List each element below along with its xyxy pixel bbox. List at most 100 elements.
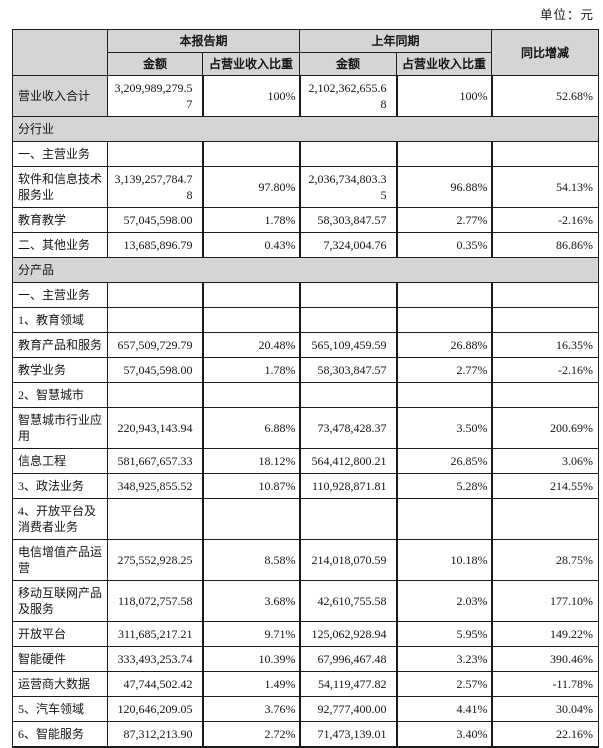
pct-cell: 2.57% <box>395 671 493 697</box>
amount-cell <box>298 307 398 333</box>
pct-cell: 97.80% <box>201 166 301 208</box>
pct-cell <box>201 307 301 333</box>
pct-cell: 8.58% <box>201 539 301 581</box>
pct-cell: 5.28% <box>395 473 493 499</box>
yoy-cell: 149.22% <box>490 621 600 647</box>
pct-cell: 1.78% <box>201 357 301 383</box>
amount-cell: 57,045,598.00 <box>107 357 203 383</box>
row-label: 5、汽车领域 <box>12 696 108 722</box>
pct-cell: 3.50% <box>395 407 493 449</box>
corner-cell <box>12 29 108 76</box>
pct-cell: 3.68% <box>201 580 301 622</box>
table-row: 2、智慧城市 <box>12 382 600 408</box>
amount-cell <box>107 141 203 167</box>
amount-cell: 581,667,657.33 <box>107 448 203 474</box>
table-row: 教学业务 57,045,598.00 1.78% 58,303,847.57 2.77%… <box>12 357 600 383</box>
table-row: 一、主营业务 <box>12 282 600 308</box>
row-label: 软件和信息技术服务业 <box>12 166 108 208</box>
pct-cell: 2.77% <box>395 207 493 233</box>
amount-cell: 118,072,757.58 <box>107 580 203 622</box>
table-row: 营业收入合计 3,209,989,279.57 100% 2,102,362,655.… <box>12 75 600 117</box>
amount-cell: 58,303,847.57 <box>298 357 398 383</box>
yoy-cell: 390.46% <box>490 646 600 672</box>
amount-cell <box>107 307 203 333</box>
amount-cell: 2,102,362,655.68 <box>298 75 398 117</box>
row-label: 二、其他业务 <box>12 232 108 258</box>
row-label: 移动互联网产品及服务 <box>12 580 108 622</box>
pct-cell: 100% <box>395 75 493 117</box>
row-label: 电信增值产品运营 <box>12 539 108 581</box>
pct-cell: 6.88% <box>201 407 301 449</box>
yoy-cell <box>490 141 600 167</box>
header-row-groups: 本报告期 上年同期 同比增减 <box>12 29 600 76</box>
amount-cell: 54,119,477.82 <box>298 671 398 697</box>
amount-cell: 47,744,502.42 <box>107 671 203 697</box>
pct-cell: 10.18% <box>395 539 493 581</box>
amount-cell: 333,493,253.74 <box>107 646 203 672</box>
section-label: 分产品 <box>11 257 600 283</box>
amount-cell <box>298 282 398 308</box>
row-label: 6、智能服务 <box>12 721 108 748</box>
amount-cell: 3,209,989,279.57 <box>107 75 203 117</box>
row-label: 一、主营业务 <box>12 141 108 167</box>
table-row: 运营商大数据 47,744,502.42 1.49% 54,119,477.82 2.5… <box>12 671 600 697</box>
yoy-header: 同比增减 <box>491 29 600 76</box>
pct-cell: 3.40% <box>395 721 493 748</box>
amount-cell <box>107 498 203 540</box>
amount-cell: 13,685,896.79 <box>107 232 203 258</box>
table-row: 一、主营业务 <box>12 141 600 167</box>
amount-cell: 42,610,755.58 <box>298 580 398 622</box>
amount-cell: 311,685,217.21 <box>107 621 203 647</box>
table-row: 教育产品和服务 657,509,729.79 20.48% 565,109,459.5… <box>12 332 600 358</box>
row-label: 教育教学 <box>12 207 108 233</box>
amount-cell: 564,412,800.21 <box>298 448 398 474</box>
pct-cell <box>201 282 301 308</box>
pct-cell: 2.77% <box>395 357 493 383</box>
amount-cell: 92,777,400.00 <box>298 696 398 722</box>
pct-cell: 18.12% <box>201 448 301 474</box>
table-row: 6、智能服务 87,312,213.90 2.72% 71,473,139.01 3.4… <box>12 721 600 748</box>
table-row: 1、教育领域 <box>12 307 600 333</box>
table-row: 电信增值产品运营 275,552,928.25 8.58% 214,018,070.5… <box>12 539 600 581</box>
pct-cell: 26.88% <box>395 332 493 358</box>
yoy-cell: 200.69% <box>490 407 600 449</box>
pct-cell: 2.72% <box>201 721 301 748</box>
amount-cell: 214,018,070.59 <box>298 539 398 581</box>
pct-cell: 20.48% <box>201 332 301 358</box>
yoy-cell <box>490 382 600 408</box>
amount-cell <box>298 141 398 167</box>
pct-header: 占营业收入比重 <box>396 52 493 76</box>
amount-cell: 87,312,213.90 <box>107 721 203 748</box>
pct-cell: 1.78% <box>201 207 301 233</box>
yoy-cell <box>490 282 600 308</box>
amount-cell: 71,473,139.01 <box>298 721 398 748</box>
pct-cell: 2.03% <box>395 580 493 622</box>
revenue-breakdown-table: 本报告期 上年同期 同比增减 金额 占营业收入比重 金额 占营业收入比重 营业收… <box>11 29 600 748</box>
pct-cell: 3.76% <box>201 696 301 722</box>
yoy-cell: 214.55% <box>490 473 600 499</box>
yoy-cell: -2.16% <box>490 357 600 383</box>
table-row: 移动互联网产品及服务 118,072,757.58 3.68% 42,610,755.… <box>12 580 600 622</box>
table-row: 教育教学 57,045,598.00 1.78% 58,303,847.57 2.77%… <box>12 207 600 233</box>
table-header: 本报告期 上年同期 同比增减 金额 占营业收入比重 金额 占营业收入比重 <box>12 29 600 76</box>
pct-cell: 10.87% <box>201 473 301 499</box>
pct-cell <box>201 382 301 408</box>
yoy-cell: -11.78% <box>490 671 600 697</box>
amount-cell: 3,139,257,784.78 <box>107 166 203 208</box>
amount-cell: 120,646,209.05 <box>107 696 203 722</box>
amount-cell: 110,928,871.81 <box>298 473 398 499</box>
unit-label: 单位：元 <box>539 8 594 22</box>
row-label: 智慧城市行业应用 <box>12 407 108 449</box>
amount-cell: 73,478,428.37 <box>298 407 398 449</box>
amount-cell: 125,062,928.94 <box>298 621 398 647</box>
amount-header: 金额 <box>299 52 398 76</box>
row-label: 3、政法业务 <box>12 473 108 499</box>
row-label: 1、教育领域 <box>12 307 108 333</box>
yoy-cell: 86.86% <box>490 232 600 258</box>
yoy-cell: 3.06% <box>490 448 600 474</box>
yoy-cell: 16.35% <box>490 332 600 358</box>
pct-cell <box>395 498 493 540</box>
amount-cell: 565,109,459.59 <box>298 332 398 358</box>
pct-cell: 0.35% <box>395 232 493 258</box>
table-row: 分行业 <box>11 116 600 142</box>
